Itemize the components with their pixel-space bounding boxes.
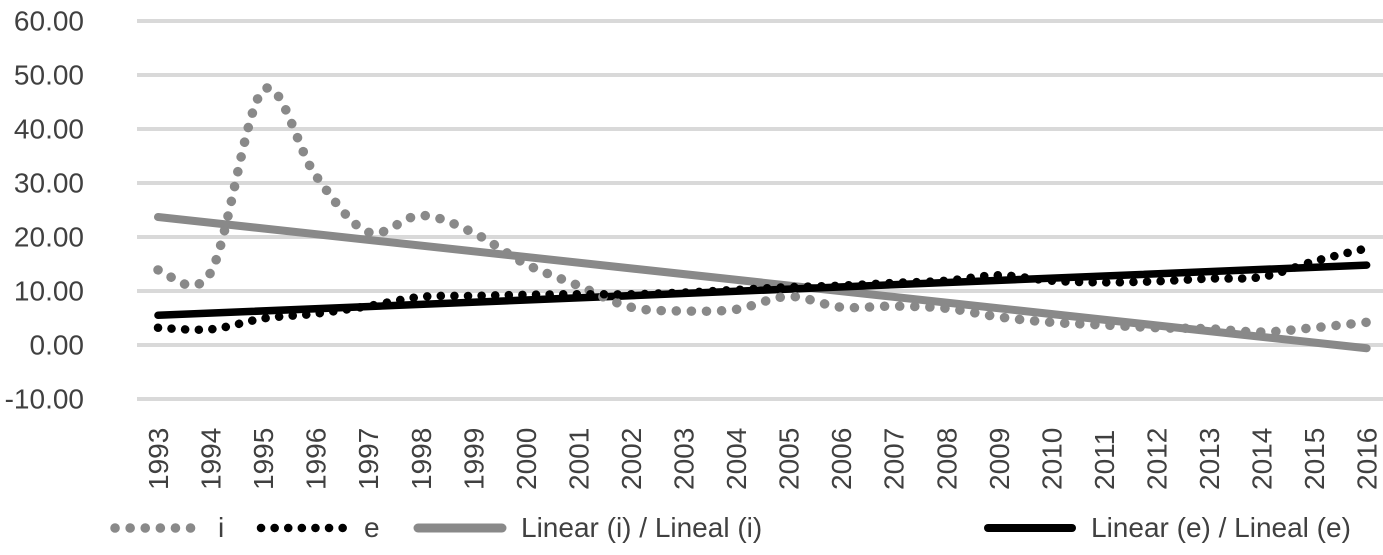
y-tick-label: 20.00: [14, 222, 84, 253]
x-tick-label: 2015: [1299, 428, 1330, 490]
x-tick-label: 2004: [721, 428, 752, 490]
x-tick-label: 2012: [1141, 428, 1172, 490]
x-tick-label: 2003: [669, 428, 700, 490]
x-tick-label: 2006: [826, 428, 857, 490]
x-tick-label: 1997: [353, 428, 384, 490]
legend-swatch-solid-gray-icon: [413, 521, 507, 535]
trendline-i: [154, 213, 1371, 353]
legend-label-i: i: [218, 512, 225, 543]
x-tick-label: 2011: [1089, 430, 1120, 490]
x-tick-label: 1998: [406, 428, 437, 490]
series-e-dotted-line: [153, 244, 1371, 335]
y-tick-label: 30.00: [14, 168, 84, 199]
x-tick-label: 2005: [774, 428, 805, 490]
x-tick-label: 2016: [1352, 428, 1383, 490]
legend-label-e: e: [364, 512, 380, 543]
x-tick-label: 2001: [563, 428, 594, 490]
x-tick-label: 2002: [616, 428, 647, 490]
y-tick-label: 40.00: [14, 114, 84, 145]
x-tick-label: 1996: [301, 428, 332, 490]
x-tick-label: 2008: [931, 428, 962, 490]
x-tick-label: 1993: [143, 428, 174, 490]
legend-item-linear-e: Linear (e) / Lineal (e): [983, 508, 1351, 548]
y-tick-label: 50.00: [14, 60, 84, 91]
legend-item-linear-i: Linear (i) / Lineal (i): [413, 508, 762, 548]
series-i-dotted-line: [153, 83, 1372, 337]
y-tick-label: -10.00: [5, 384, 84, 415]
x-tick-label: 2007: [879, 428, 910, 490]
legend-swatch-solid-black-icon: [983, 521, 1077, 535]
legend-swatch-dotted-black-icon: [256, 521, 350, 535]
x-tick-label: 1994: [196, 428, 227, 490]
y-tick-label: 10.00: [14, 276, 84, 307]
x-tick-label: 2013: [1194, 428, 1225, 490]
legend-label-linear-e: Linear (e) / Lineal (e): [1091, 512, 1351, 543]
y-tick-label: 0.00: [30, 330, 85, 361]
legend-item-i: i: [110, 508, 224, 548]
y-tick-label: 60.00: [14, 6, 84, 37]
legend: i e Linear (i) / Lineal (i) Linear (e) /…: [0, 508, 1383, 548]
legend-label-linear-i: Linear (i) / Lineal (i): [521, 512, 763, 543]
x-tick-label: 2010: [1036, 428, 1067, 490]
x-tick-label: 2014: [1247, 428, 1278, 490]
x-tick-label: 1999: [458, 428, 489, 490]
legend-swatch-dotted-gray-icon: [110, 521, 204, 535]
legend-item-e: e: [256, 508, 380, 548]
x-tick-label: 2009: [984, 428, 1015, 490]
x-tick-label: 2000: [511, 428, 542, 490]
x-tick-label: 1995: [248, 428, 279, 490]
